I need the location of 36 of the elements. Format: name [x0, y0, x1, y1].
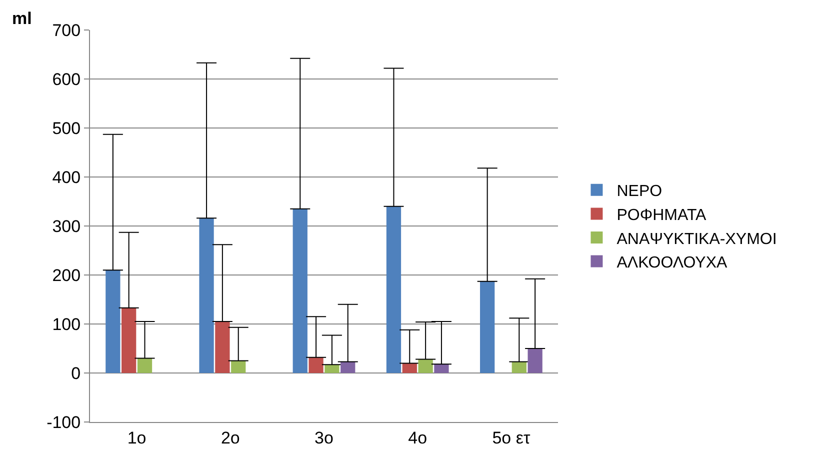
legend-label: ΡΟΦΗΜΑΤΑ: [616, 206, 707, 224]
bar: [215, 322, 230, 373]
x-tick-label: 5ο ετ: [492, 428, 530, 448]
bar: [106, 270, 120, 373]
y-tick-label: 500: [52, 118, 81, 138]
x-tick-label: 2ο: [220, 428, 240, 448]
y-tick-label: 300: [52, 216, 81, 236]
bar: [434, 364, 449, 373]
y-tick-label: 400: [52, 168, 81, 187]
x-tick-label: 4ο: [408, 428, 428, 448]
y-tick-label: -100: [46, 412, 81, 432]
y-tick-label: 600: [52, 70, 81, 89]
bar: [292, 208, 308, 373]
x-tick-label: 3ο: [314, 428, 334, 448]
y-axis-title: ml: [12, 9, 32, 28]
bar: [402, 363, 417, 373]
bar: [512, 362, 526, 373]
y-tick-label: 0: [71, 364, 81, 383]
bar: [528, 348, 542, 373]
legend-label: ΝΕΡΟ: [616, 183, 662, 200]
bar: [386, 206, 402, 373]
y-tick-label: 200: [52, 266, 81, 285]
bar: [231, 360, 246, 373]
legend-label: ΑΛΚΟΟΛΟΥΧΑ: [616, 254, 728, 272]
bar: [122, 308, 136, 373]
legend-label: ΑΝΑΨΥΚΤΙΚΑ-ΧΥΜΟΙ: [616, 230, 777, 248]
bar: [480, 281, 495, 373]
bar: [137, 358, 152, 373]
y-tick-label: 700: [52, 20, 81, 40]
bar: [199, 218, 214, 373]
bar: [418, 359, 433, 373]
y-tick-label: 100: [52, 314, 81, 334]
bar: [308, 357, 324, 373]
bar: [340, 362, 356, 373]
bar: [324, 364, 340, 373]
x-tick-label: 1ο: [127, 428, 146, 448]
